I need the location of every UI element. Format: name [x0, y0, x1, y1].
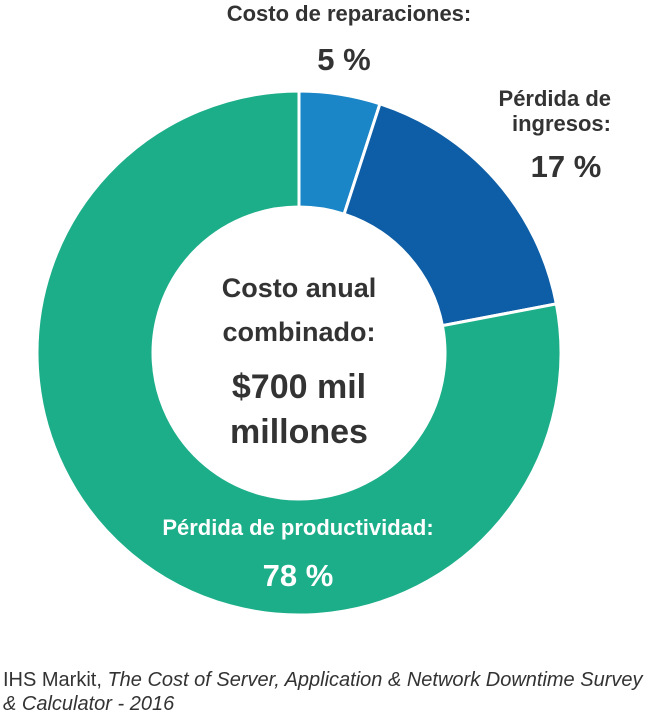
center-label-line-1: Costo anual — [222, 273, 377, 303]
center-label-line-2: combinado: — [223, 317, 376, 347]
source-title: The Cost of Server, Application & Networ… — [3, 669, 643, 715]
center-value-line-2: millones — [230, 413, 368, 451]
donut-slices — [35, 89, 563, 617]
slice-label-productivity: Pérdida de productividad: — [162, 515, 433, 540]
slice-label-repairs: Costo de reparaciones: — [227, 1, 472, 26]
center-value-line-1: $700 mil — [232, 368, 366, 406]
slice-label-revenue-line-1: Pérdida de — [499, 86, 611, 111]
source-citation: IHS Markit, The Cost of Server, Applicat… — [3, 668, 657, 716]
slice-revenue — [342, 101, 559, 328]
slice-value-productivity: 78 % — [263, 558, 334, 593]
source-prefix: IHS Markit, — [3, 669, 108, 691]
slice-label-revenue-line-2: ingresos: — [512, 111, 611, 136]
slice-value-repairs: 5 % — [317, 42, 370, 77]
slice-productivity — [35, 89, 563, 617]
slice-value-revenue: 17 % — [531, 149, 602, 184]
